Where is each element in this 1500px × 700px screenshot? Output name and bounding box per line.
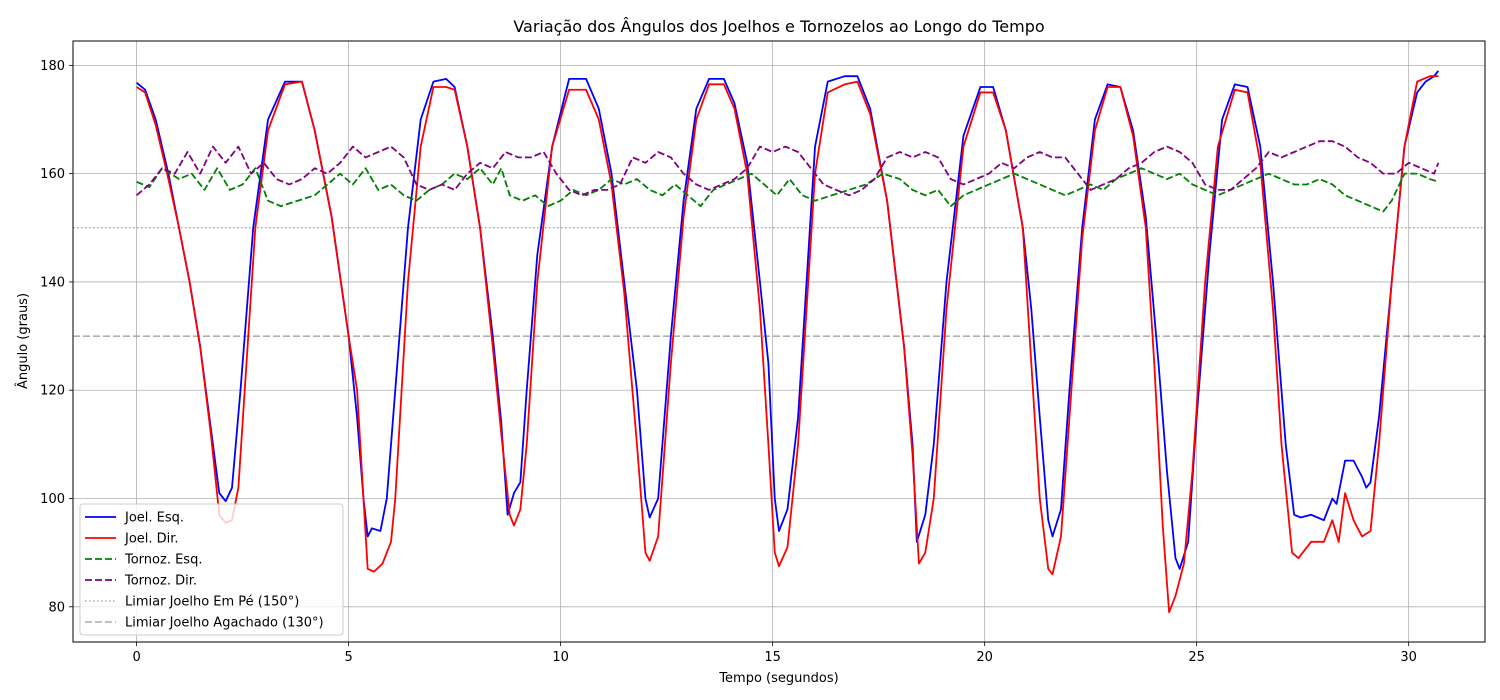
chart-title: Variação dos Ângulos dos Joelhos e Torno…	[513, 17, 1044, 36]
legend-label: Tornoz. Esq.	[124, 553, 202, 568]
series-line-0	[136, 70, 1440, 570]
y-tick-label: 80	[48, 600, 65, 615]
series-line-1	[136, 75, 1439, 614]
x-tick-label: 15	[764, 650, 781, 665]
y-axis-ticks: 80 100 120 140 160 180	[40, 59, 73, 615]
x-tick-label: 25	[1188, 650, 1205, 665]
y-axis-label: Ângulo (graus)	[15, 293, 31, 389]
legend-label: Limiar Joelho Agachado (130°)	[125, 616, 324, 631]
legend-label: Tornoz. Dir.	[124, 574, 197, 589]
legend-box	[79, 503, 344, 636]
series-line-3	[136, 140, 1440, 197]
x-tick-label: 0	[132, 650, 140, 665]
legend-label: Limiar Joelho Em Pé (150°)	[125, 595, 299, 610]
x-axis-label: Tempo (segundos)	[718, 671, 838, 686]
plot-frame	[72, 40, 1486, 643]
x-axis-ticks: 0 5 10 15 20 25 30	[132, 642, 1417, 665]
y-tick-label: 120	[40, 384, 65, 399]
x-tick-label: 30	[1400, 650, 1417, 665]
reference-lines	[73, 227, 1485, 337]
y-tick-label: 180	[40, 59, 65, 74]
y-tick-label: 160	[40, 167, 65, 182]
x-tick-label: 5	[344, 650, 352, 665]
legend: Joel. Esq. Joel. Dir. Tornoz. Esq. Tornoz. …	[79, 503, 344, 636]
legend-label: Joel. Esq.	[124, 511, 184, 526]
y-tick-label: 100	[40, 492, 65, 507]
y-tick-label: 140	[40, 275, 65, 290]
series-lines	[136, 70, 1440, 614]
x-tick-label: 20	[976, 650, 993, 665]
x-tick-label: 10	[552, 650, 569, 665]
legend-label: Joel. Dir.	[124, 532, 179, 547]
